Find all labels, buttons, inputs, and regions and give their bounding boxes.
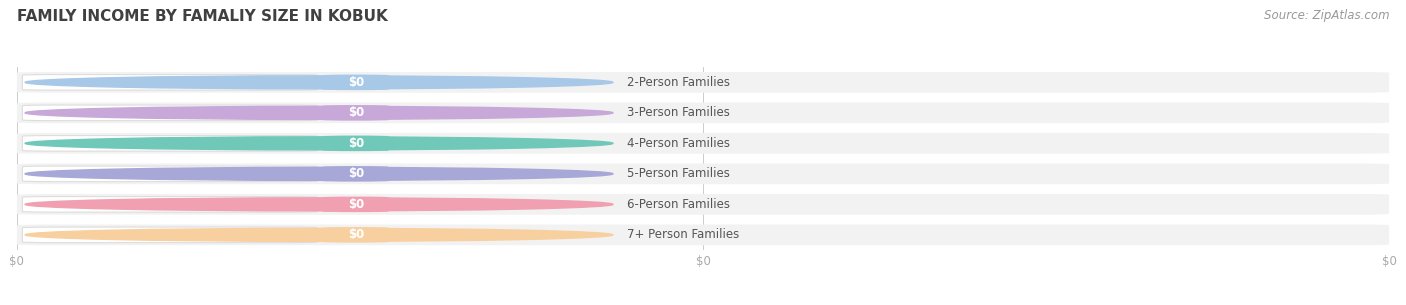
Text: $0: $0 (347, 76, 364, 89)
FancyBboxPatch shape (22, 166, 318, 181)
Text: $0: $0 (347, 167, 364, 180)
FancyBboxPatch shape (17, 224, 1389, 245)
FancyBboxPatch shape (22, 197, 318, 212)
Text: $0: $0 (347, 198, 364, 211)
Circle shape (25, 198, 613, 211)
FancyBboxPatch shape (323, 197, 388, 212)
FancyBboxPatch shape (22, 227, 318, 243)
Text: $0: $0 (347, 137, 364, 150)
FancyBboxPatch shape (17, 194, 1389, 215)
Text: 3-Person Families: 3-Person Families (627, 106, 730, 119)
Text: FAMILY INCOME BY FAMALIY SIZE IN KOBUK: FAMILY INCOME BY FAMALIY SIZE IN KOBUK (17, 9, 388, 24)
FancyBboxPatch shape (323, 105, 388, 120)
Text: 6-Person Families: 6-Person Families (627, 198, 730, 211)
FancyBboxPatch shape (323, 166, 388, 181)
FancyBboxPatch shape (22, 105, 318, 120)
Circle shape (25, 228, 613, 241)
Text: 7+ Person Families: 7+ Person Families (627, 228, 740, 241)
FancyBboxPatch shape (323, 74, 388, 90)
FancyBboxPatch shape (17, 163, 1389, 184)
FancyBboxPatch shape (22, 74, 318, 90)
FancyBboxPatch shape (17, 133, 1389, 154)
Circle shape (25, 76, 613, 89)
Circle shape (25, 106, 613, 119)
Circle shape (25, 167, 613, 180)
FancyBboxPatch shape (22, 135, 318, 151)
Text: 2-Person Families: 2-Person Families (627, 76, 730, 89)
FancyBboxPatch shape (17, 102, 1389, 123)
Text: 5-Person Families: 5-Person Families (627, 167, 730, 180)
FancyBboxPatch shape (17, 72, 1389, 93)
FancyBboxPatch shape (323, 227, 388, 243)
Text: Source: ZipAtlas.com: Source: ZipAtlas.com (1264, 9, 1389, 22)
Text: 4-Person Families: 4-Person Families (627, 137, 730, 150)
FancyBboxPatch shape (323, 135, 388, 151)
Text: $0: $0 (347, 106, 364, 119)
Text: $0: $0 (347, 228, 364, 241)
Circle shape (25, 137, 613, 150)
